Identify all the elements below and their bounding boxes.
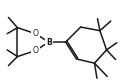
Text: O: O: [33, 46, 38, 55]
Text: B: B: [46, 38, 52, 47]
Text: O: O: [33, 29, 38, 38]
